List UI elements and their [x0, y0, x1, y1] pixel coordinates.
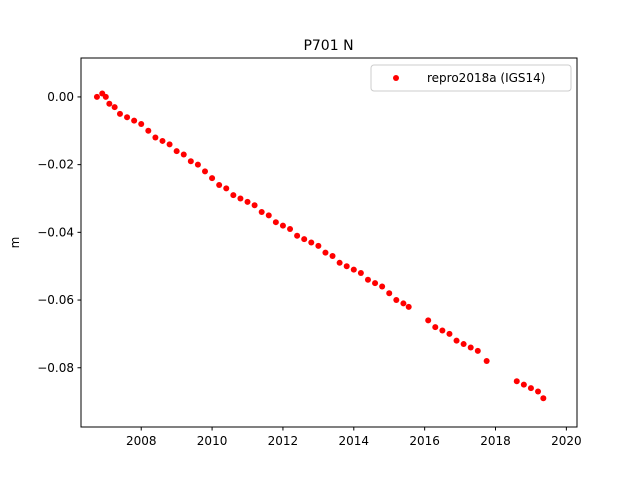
data-point	[425, 317, 432, 324]
data-point	[124, 114, 131, 121]
data-point	[237, 195, 244, 202]
x-tick-label: 2010	[197, 434, 228, 448]
data-point	[173, 148, 180, 155]
data-point	[93, 93, 100, 100]
data-point	[405, 303, 412, 310]
plot-frame	[80, 57, 578, 428]
y-tick-label: −0.02	[37, 158, 74, 172]
y-tick-label: 0.00	[47, 90, 74, 104]
x-tick-label: 2020	[551, 434, 582, 448]
data-point	[446, 330, 453, 337]
data-point	[386, 290, 393, 297]
data-point	[343, 263, 350, 270]
x-tick-label: 2016	[409, 434, 440, 448]
data-point	[202, 168, 208, 175]
data-point	[111, 104, 118, 111]
data-point	[194, 161, 201, 168]
x-axis: 2008 2010 2012 2014 2016 2018 2020	[126, 427, 582, 448]
y-tick-label: −0.06	[37, 293, 74, 307]
chart-title: P701 N	[303, 38, 353, 54]
data-point	[535, 388, 542, 395]
data-point	[279, 222, 286, 229]
data-point	[400, 300, 407, 307]
data-point	[287, 225, 294, 232]
data-point	[131, 117, 138, 124]
data-point	[372, 280, 379, 287]
data-point	[329, 253, 336, 260]
data-point	[483, 357, 490, 364]
data-point	[159, 137, 166, 144]
data-point	[460, 341, 467, 348]
data-point	[258, 209, 265, 216]
data-point	[265, 212, 272, 219]
data-point	[138, 121, 145, 128]
data-point	[540, 395, 547, 402]
data-point	[467, 344, 474, 351]
data-point	[322, 249, 329, 256]
data-point	[393, 297, 400, 304]
data-point	[315, 242, 322, 249]
data-point	[357, 269, 364, 276]
legend-box	[370, 64, 572, 92]
legend-label: repro2018a (IGS14)	[427, 71, 545, 85]
y-tick-label: −0.08	[37, 361, 74, 375]
data-point	[432, 324, 439, 331]
data-point	[166, 141, 173, 148]
x-tick-label: 2014	[339, 434, 370, 448]
data-point	[180, 151, 187, 158]
data-point	[145, 127, 152, 134]
data-point	[308, 239, 315, 246]
data-point	[244, 198, 251, 205]
legend-marker	[393, 75, 399, 81]
y-axis: 0.00 −0.02 −0.04 −0.06 −0.08	[37, 90, 81, 375]
data-point	[116, 110, 123, 117]
data-point	[230, 192, 237, 199]
y-axis-label: m	[8, 237, 22, 249]
data-points	[93, 90, 547, 402]
data-point	[223, 185, 230, 192]
data-point	[364, 276, 371, 283]
data-point	[350, 266, 357, 273]
data-point	[209, 175, 216, 182]
data-point	[152, 134, 159, 141]
data-point	[474, 347, 481, 354]
data-point	[527, 385, 534, 392]
data-point	[216, 181, 223, 188]
data-point	[520, 381, 527, 388]
x-tick-label: 2008	[126, 434, 157, 448]
legend: repro2018a (IGS14)	[370, 64, 572, 92]
data-point	[106, 100, 113, 107]
data-point	[301, 236, 308, 243]
x-tick-label: 2012	[268, 434, 299, 448]
data-point	[336, 259, 343, 266]
data-point	[513, 378, 520, 385]
y-tick-label: −0.04	[37, 225, 74, 239]
data-point	[439, 327, 446, 334]
data-point	[453, 337, 460, 344]
data-point	[251, 202, 258, 209]
data-point	[272, 219, 279, 226]
x-tick-label: 2018	[480, 434, 511, 448]
data-point	[102, 93, 109, 100]
data-point	[379, 283, 386, 290]
data-point	[187, 158, 194, 165]
data-point	[294, 232, 301, 239]
